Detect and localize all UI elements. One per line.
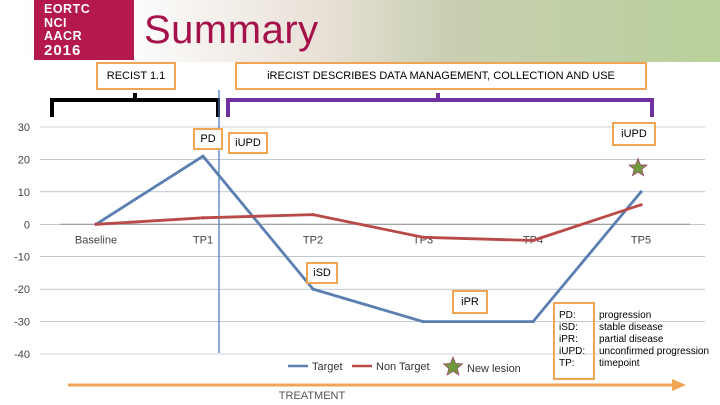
- definition-row: PD: progression: [553, 310, 720, 322]
- non-target-series-line: [95, 203, 642, 242]
- logo-line: EORTC: [44, 2, 91, 16]
- irecist-bracket: [226, 93, 654, 117]
- y-tick-label: 0: [24, 219, 30, 231]
- legend-new-lesion-label: New lesion: [467, 363, 521, 375]
- definition-value: unconfirmed progression: [599, 346, 710, 357]
- non-target-point: [311, 212, 315, 217]
- ipr-label: iPR: [461, 296, 479, 308]
- non-target-point: [531, 238, 535, 243]
- x-tick-label: TP2: [303, 234, 323, 246]
- definition-row: iSD: stable disease: [553, 322, 720, 334]
- x-tick-label: Baseline: [75, 234, 117, 246]
- iupd-box-right: iUPD: [612, 122, 656, 146]
- recist-box: RECIST 1.1: [96, 62, 176, 90]
- legend-star-icon: [442, 355, 464, 376]
- definition-value: progression: [599, 310, 652, 321]
- definitions-list: PD: progression iSD: stable disease iPR:…: [553, 302, 713, 380]
- target-point: [531, 319, 535, 324]
- irecist-label: iRECIST DESCRIBES DATA MANAGEMENT, COLLE…: [267, 70, 615, 82]
- definition-key: PD:: [559, 310, 576, 321]
- isd-label: iSD: [313, 267, 331, 279]
- logo-line: 2016: [44, 41, 82, 59]
- legend-target-label: Target: [312, 361, 343, 373]
- target-point: [639, 190, 643, 194]
- definition-key: iPR:: [559, 334, 578, 345]
- y-tick-label: -20: [14, 284, 30, 296]
- recist-bracket: [50, 93, 220, 117]
- y-tick-label: 20: [18, 154, 30, 166]
- target-series-line: [95, 154, 643, 324]
- series-layer: [94, 154, 649, 324]
- iupd-box-left: iUPD: [228, 132, 268, 154]
- definitions-key-box: [553, 302, 595, 380]
- x-tick-label: TP5: [631, 234, 651, 246]
- page-title: Summary: [144, 8, 319, 52]
- definition-row: iUPD: unconfirmed progression: [553, 346, 720, 358]
- y-tick-label: 10: [18, 187, 30, 199]
- ipr-box: iPR: [452, 290, 488, 314]
- iupd-label: iUPD: [235, 137, 261, 149]
- logo-line: NCI: [44, 15, 68, 30]
- non-target-point: [421, 235, 425, 239]
- recist-label: RECIST 1.1: [106, 70, 166, 82]
- logo-line: AACR: [44, 29, 83, 43]
- y-tick-label: -30: [14, 317, 30, 329]
- definition-value: timepoint: [599, 358, 640, 369]
- conference-logo: EORTC NCI AACR 2016: [34, 0, 134, 60]
- target-point: [421, 319, 425, 324]
- y-tick-label: -40: [14, 349, 30, 361]
- x-tick-label: TP1: [193, 234, 213, 246]
- new-lesion-star-icon: [627, 157, 649, 177]
- definition-value: partial disease: [599, 334, 664, 345]
- legend-non-target-label: Non Target: [376, 361, 430, 373]
- axis-layer: 3020100-10-20-30-40BaselineTP1TP2TP3TP4T…: [14, 122, 690, 361]
- iupd-label: iUPD: [621, 128, 647, 140]
- target-point: [311, 287, 315, 291]
- pd-box: PD: [193, 128, 223, 150]
- treatment-label: TREATMENT: [279, 390, 346, 402]
- non-target-point: [94, 222, 98, 226]
- target-point: [201, 154, 205, 158]
- definition-row: iPR: partial disease: [553, 334, 720, 346]
- definition-row: TP: timepoint: [553, 358, 720, 370]
- non-target-point: [639, 203, 643, 207]
- treatment-arrow-head: [672, 379, 686, 391]
- isd-box: iSD: [306, 262, 338, 284]
- irecist-box: iRECIST DESCRIBES DATA MANAGEMENT, COLLE…: [235, 62, 647, 90]
- y-tick-label: 30: [18, 122, 30, 134]
- definition-key: iSD:: [559, 322, 578, 333]
- definition-value: stable disease: [599, 322, 663, 333]
- definition-key: TP:: [559, 358, 575, 369]
- definition-key: iUPD:: [559, 346, 586, 357]
- y-tick-label: -10: [14, 252, 30, 264]
- pd-label: PD: [200, 133, 216, 145]
- non-target-point: [201, 216, 205, 220]
